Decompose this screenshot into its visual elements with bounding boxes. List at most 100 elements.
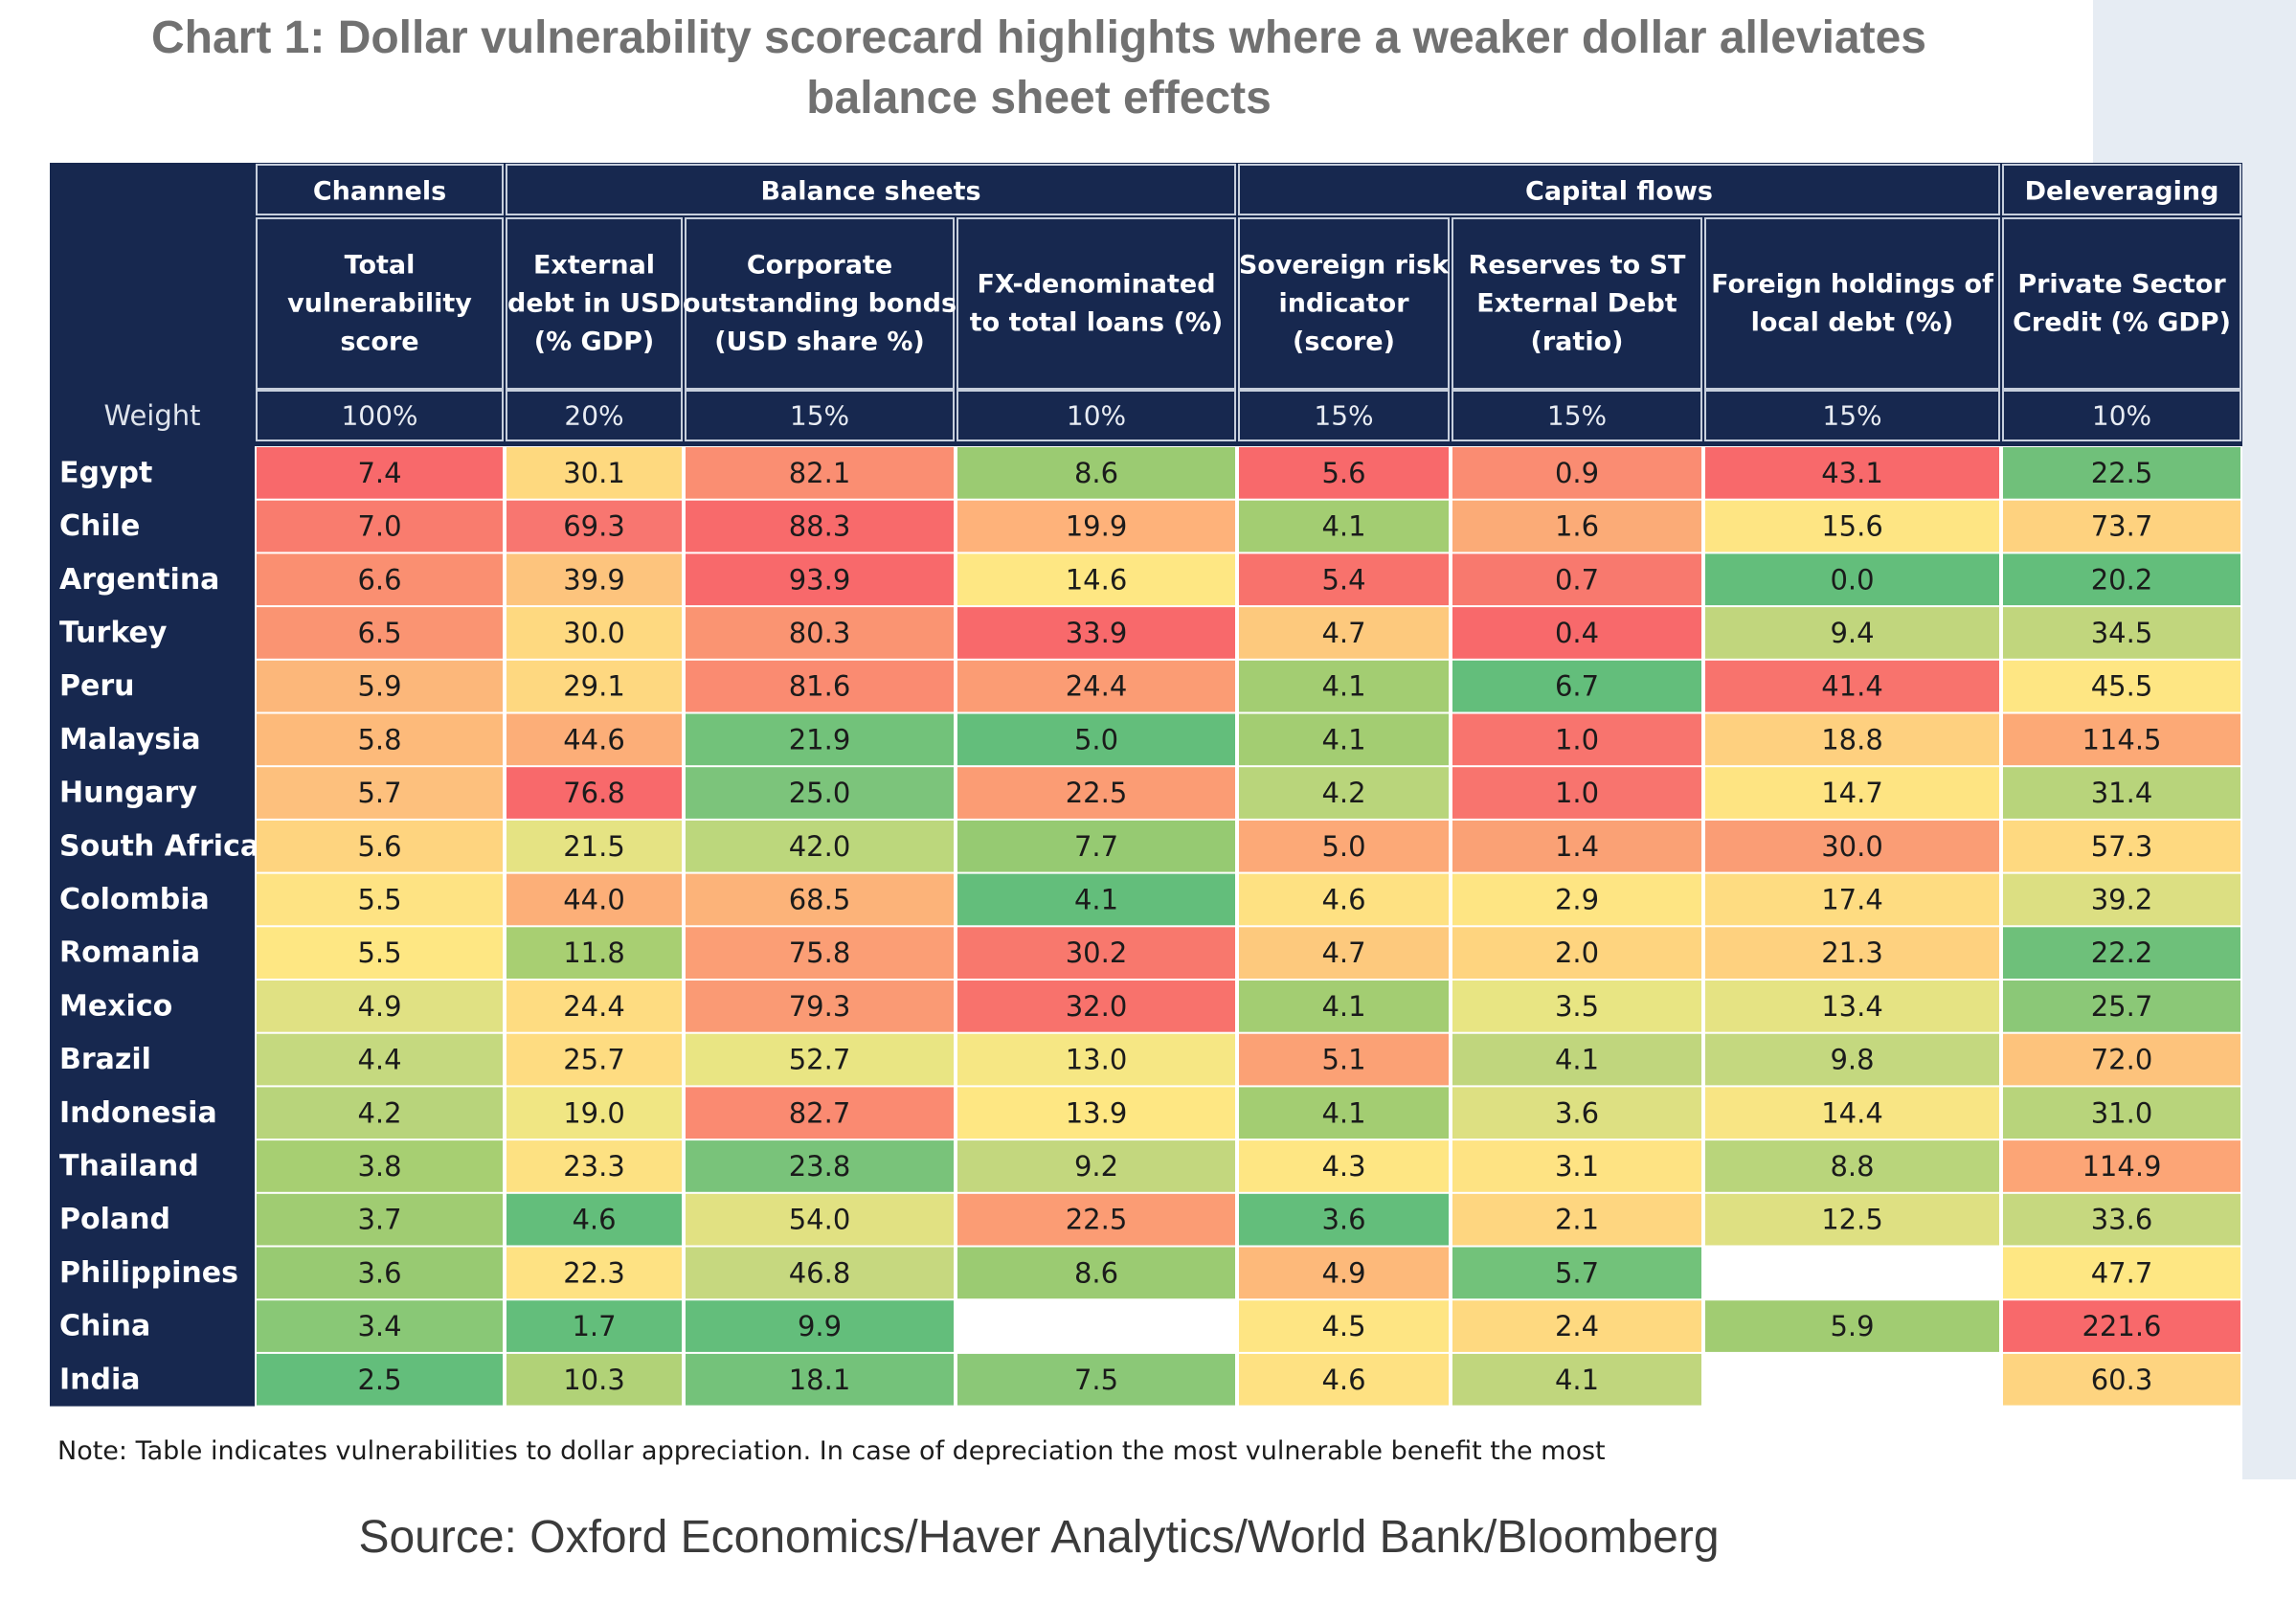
- cell-6-1: [506, 767, 682, 819]
- cell-value-0-5: 0.9: [1555, 457, 1599, 489]
- cell-7-3: [957, 820, 1235, 872]
- country-label-15: Philippines: [59, 1256, 238, 1290]
- cell-9-6: [1705, 927, 1999, 979]
- cell-0-0: [257, 447, 503, 499]
- cell-8-3: [957, 873, 1235, 926]
- cell-value-11-0: 4.4: [357, 1044, 401, 1076]
- cell-value-10-7: 25.7: [2091, 990, 2153, 1023]
- cell-6-5: [1452, 767, 1701, 819]
- cell-value-5-3: 5.0: [1074, 723, 1118, 755]
- cell-3-0: [257, 607, 503, 659]
- cell-value-6-6: 14.7: [1821, 777, 1883, 809]
- cell-2-1: [506, 553, 682, 606]
- cell-value-14-2: 54.0: [789, 1204, 851, 1236]
- cell-value-8-2: 68.5: [789, 883, 851, 915]
- cell-5-1: [506, 713, 682, 766]
- source-line: Source: Oxford Economics/Haver Analytics…: [358, 1512, 1720, 1563]
- cell-value-0-2: 82.1: [789, 457, 851, 489]
- cell-value-13-6: 8.8: [1830, 1150, 1874, 1183]
- cell-value-15-4: 4.9: [1321, 1256, 1365, 1289]
- cell-value-2-0: 6.6: [357, 563, 401, 596]
- title-line-1: Chart 1: Dollar vulnerability scorecard …: [151, 12, 1926, 63]
- cell-17-6: [1705, 1353, 1999, 1406]
- cell-value-16-6: 5.9: [1830, 1310, 1874, 1342]
- cell-10-5: [1452, 981, 1701, 1032]
- cell-value-15-5: 5.7: [1555, 1256, 1599, 1289]
- cell-value-14-1: 4.6: [572, 1204, 616, 1236]
- scorecard-table: Channels Balance sheets Capital flows Delev…: [50, 163, 2242, 1480]
- cell-9-5: [1452, 927, 1701, 979]
- cell-value-15-0: 3.6: [357, 1256, 401, 1289]
- cell-9-1: [506, 927, 682, 979]
- cell-3-4: [1239, 607, 1449, 659]
- cell-value-2-3: 14.6: [1066, 563, 1128, 596]
- cell-value-12-4: 4.1: [1321, 1096, 1365, 1129]
- cell-3-3: [957, 607, 1235, 659]
- country-label-0: Egypt: [59, 456, 152, 489]
- cell-13-2: [686, 1140, 954, 1192]
- cell-11-4: [1239, 1033, 1449, 1086]
- cell-value-0-0: 7.4: [357, 457, 401, 489]
- cell-12-2: [686, 1087, 954, 1139]
- group-header-1: Balance sheets: [760, 177, 980, 207]
- cell-value-7-0: 5.6: [357, 830, 401, 863]
- cell-value-6-5: 1.0: [1555, 777, 1599, 809]
- cell-5-0: [257, 713, 503, 766]
- cell-4-5: [1452, 660, 1701, 712]
- country-label-8: Colombia: [59, 883, 210, 916]
- column-header-5-line-2: (ratio): [1531, 327, 1624, 357]
- column-header-0-line-2: score: [340, 327, 418, 357]
- cell-6-4: [1239, 767, 1449, 819]
- cell-13-6: [1705, 1140, 1999, 1192]
- country-label-7: South Africa: [59, 829, 259, 863]
- cell-13-1: [506, 1140, 682, 1192]
- cell-value-13-5: 3.1: [1555, 1150, 1599, 1183]
- weight-label: Weight: [103, 399, 200, 432]
- column-header-4-line-1: indicator: [1278, 289, 1409, 319]
- cell-value-2-6: 0.0: [1830, 563, 1874, 596]
- cell-14-7: [2003, 1193, 2240, 1246]
- column-header-2-line-2: (USD share %): [714, 327, 924, 357]
- cell-17-0: [257, 1353, 503, 1406]
- cell-10-6: [1705, 981, 1999, 1032]
- cell-value-12-5: 3.6: [1555, 1096, 1599, 1129]
- heatmap-table: Channels Balance sheets Capital flows Delev…: [50, 163, 2242, 1407]
- cell-value-12-6: 14.4: [1821, 1096, 1883, 1129]
- cell-value-4-0: 5.9: [357, 670, 401, 703]
- cell-value-1-2: 88.3: [789, 510, 851, 543]
- cell-value-4-7: 45.5: [2091, 670, 2153, 703]
- cell-value-10-5: 3.5: [1555, 990, 1599, 1023]
- cell-value-11-6: 9.8: [1830, 1044, 1874, 1076]
- cell-13-4: [1239, 1140, 1449, 1192]
- cell-value-7-4: 5.0: [1321, 830, 1365, 863]
- cell-value-4-2: 81.6: [789, 670, 851, 703]
- cell-9-0: [257, 927, 503, 979]
- column-header-0-line-1: vulnerability: [287, 289, 472, 319]
- cell-value-4-4: 4.1: [1321, 670, 1365, 703]
- cell-value-2-5: 0.7: [1555, 563, 1599, 596]
- cell-11-3: [957, 1033, 1235, 1086]
- cell-12-5: [1452, 1087, 1701, 1139]
- cell-4-6: [1705, 660, 1999, 712]
- cell-4-7: [2003, 660, 2240, 712]
- cell-value-12-1: 19.0: [563, 1096, 625, 1129]
- cell-1-2: [686, 500, 954, 552]
- cell-8-4: [1239, 873, 1449, 926]
- cell-value-13-3: 9.2: [1074, 1150, 1118, 1183]
- cell-17-5: [1452, 1353, 1701, 1406]
- cell-value-7-1: 21.5: [563, 830, 625, 863]
- cell-value-7-6: 30.0: [1821, 830, 1883, 863]
- cell-7-2: [686, 820, 954, 872]
- cell-14-3: [957, 1193, 1235, 1246]
- cell-value-0-6: 43.1: [1821, 457, 1883, 489]
- cell-17-1: [506, 1353, 682, 1406]
- cell-11-6: [1705, 1033, 1999, 1086]
- cell-value-9-4: 4.7: [1321, 936, 1365, 969]
- country-label-1: Chile: [59, 509, 140, 543]
- weight-value-2: 15%: [790, 400, 849, 432]
- cell-value-0-4: 5.6: [1321, 457, 1365, 489]
- cell-6-0: [257, 767, 503, 819]
- cell-value-12-7: 31.0: [2091, 1096, 2153, 1129]
- country-column-background: [50, 446, 255, 1407]
- cell-17-2: [686, 1353, 954, 1406]
